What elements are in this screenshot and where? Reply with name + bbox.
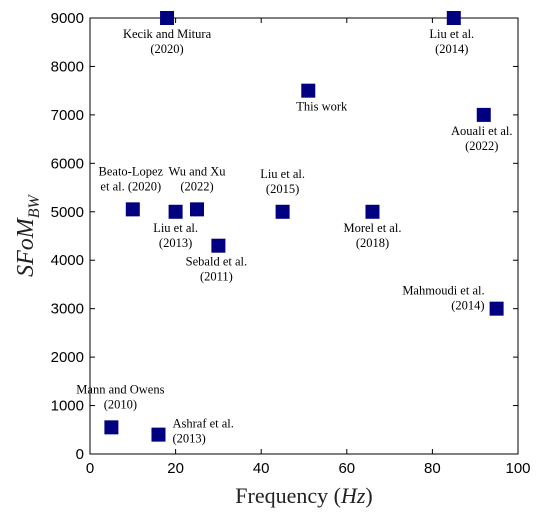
point-label: Liu et al. <box>429 27 474 41</box>
point-label: This work <box>296 100 348 114</box>
y-tick-label: 2000 <box>51 349 84 366</box>
data-point-marker <box>476 107 491 122</box>
point-label: (2013) <box>172 432 205 446</box>
point-label: Liu et al. <box>260 167 305 181</box>
y-axis-label: SFoMBW <box>13 193 43 276</box>
data-points <box>104 11 504 442</box>
data-point-marker <box>190 202 204 217</box>
point-label: Mahmoudi et al. <box>402 284 484 298</box>
point-label: (2011) <box>200 270 233 284</box>
y-tick-label: 4000 <box>51 252 84 269</box>
point-label: Mann and Owens <box>76 382 164 396</box>
y-tick-label: 9000 <box>51 10 84 27</box>
x-tick-label: 20 <box>167 460 184 477</box>
data-point-marker <box>275 204 290 219</box>
point-label: Sebald et al. <box>186 255 247 269</box>
x-tick-label: 40 <box>253 460 270 477</box>
y-tick-label: 3000 <box>51 301 84 318</box>
x-tick-label: 80 <box>424 460 441 477</box>
plot-frame <box>89 17 519 455</box>
x-tick-label: 60 <box>338 460 355 477</box>
point-label: Kecik and Mitura <box>123 27 212 41</box>
point-label: et al. (2020) <box>100 179 161 193</box>
data-point-marker <box>160 11 175 25</box>
point-annotations: Kecik and Mitura(2020)Liu et al.(2014)Th… <box>76 27 512 446</box>
point-label: Beato-Lopez <box>99 164 164 178</box>
data-point-marker <box>125 202 140 217</box>
point-label: (2013) <box>159 236 192 250</box>
y-tick-label: 6000 <box>51 155 84 172</box>
point-label: (2018) <box>356 236 389 250</box>
data-point-marker <box>446 11 461 25</box>
data-point-marker <box>168 204 183 219</box>
x-axis-label: Frequency (Hz) <box>235 483 372 508</box>
data-point-marker <box>489 301 504 316</box>
point-label: Wu and Xu <box>168 164 226 178</box>
point-label: (2022) <box>465 139 498 153</box>
data-point-marker <box>211 238 226 253</box>
point-label: (2022) <box>180 179 213 193</box>
y-tick-label: 7000 <box>51 107 84 124</box>
x-tick-label: 100 <box>505 460 530 477</box>
point-label: Morel et al. <box>343 221 401 235</box>
data-point-marker <box>301 83 316 98</box>
y-tick-label: 0 <box>76 446 84 463</box>
y-tick-label: 8000 <box>51 58 84 75</box>
point-label: Ashraf et al. <box>172 417 233 431</box>
axis-ticks: 0 20 40 60 80 1000100020003000400050006000700… <box>51 10 531 477</box>
data-point-marker <box>104 420 119 435</box>
point-label: (2014) <box>451 299 484 313</box>
point-label: (2010) <box>104 397 137 411</box>
data-point-marker <box>365 204 380 219</box>
y-tick-label: 5000 <box>51 204 84 221</box>
point-label: Aouali et al. <box>451 124 512 138</box>
x-tick-label: 0 <box>86 460 94 477</box>
point-label: Liu et al. <box>153 221 198 235</box>
y-tick-label: 1000 <box>51 398 84 415</box>
point-label: (2014) <box>435 42 468 56</box>
point-label: (2015) <box>266 182 299 196</box>
point-label: (2020) <box>150 42 183 56</box>
data-point-marker <box>151 427 166 442</box>
